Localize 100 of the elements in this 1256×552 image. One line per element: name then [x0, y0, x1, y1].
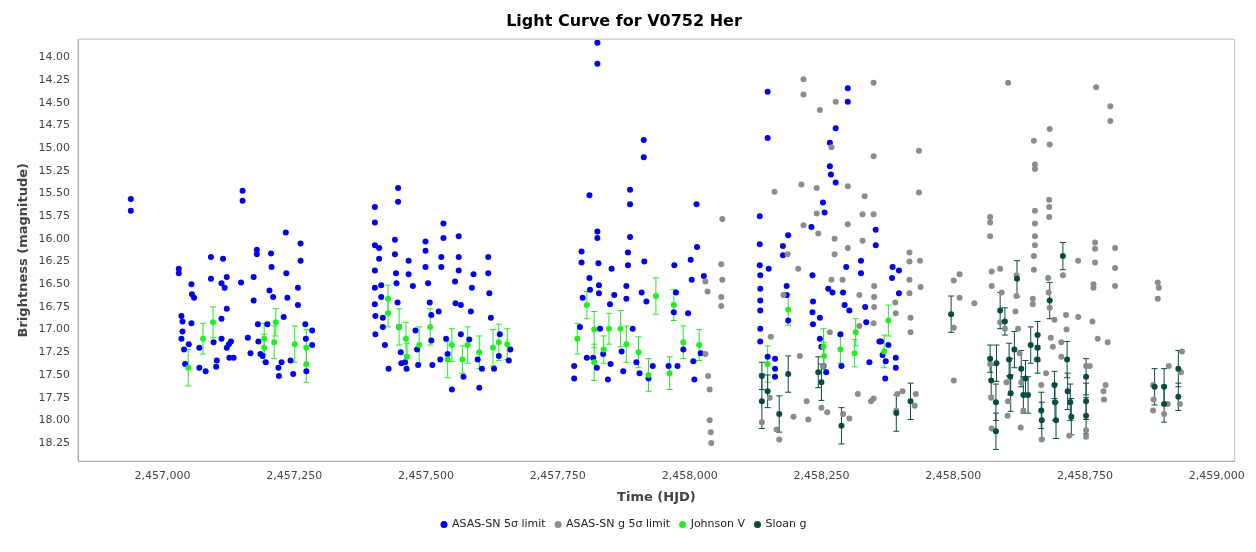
point: [448, 342, 455, 349]
point: [776, 411, 783, 418]
point: [1064, 356, 1071, 363]
point: [1175, 365, 1182, 372]
y-tick-label: 17.75: [38, 390, 71, 404]
point: [583, 302, 590, 309]
point: [495, 339, 502, 346]
point: [489, 344, 496, 351]
point: [600, 346, 607, 353]
y-tick-label: 15.00: [38, 140, 71, 154]
legend-label: ASAS-SN 5σ limit: [452, 517, 547, 531]
point: [1083, 373, 1090, 380]
point: [1025, 391, 1032, 398]
point: [1034, 332, 1041, 339]
y-tick-label: 16.25: [38, 254, 71, 268]
point: [1018, 365, 1025, 372]
x-tick-label: 2,459,000: [1188, 468, 1245, 482]
point: [464, 342, 471, 349]
point: [993, 360, 1000, 367]
point: [758, 372, 765, 379]
legend-label: Johnson V: [689, 517, 746, 531]
point: [992, 399, 999, 406]
point: [272, 319, 279, 326]
x-tick-label: 2,458,250: [793, 468, 850, 482]
legend-label: ASAS-SN g 5σ limit: [566, 517, 671, 531]
point: [1083, 398, 1090, 405]
x-axis-title: Time (HJD): [617, 488, 696, 504]
point: [696, 342, 703, 349]
point: [1007, 390, 1014, 397]
point: [785, 306, 792, 313]
point: [992, 428, 999, 435]
point: [785, 371, 792, 378]
y-tick-label: 14.75: [38, 118, 71, 132]
point: [261, 335, 268, 342]
point: [666, 370, 673, 377]
point: [605, 325, 612, 332]
point: [271, 339, 278, 346]
point: [303, 361, 310, 368]
point: [1059, 253, 1066, 260]
y-tick-label: 17.25: [38, 345, 71, 359]
point: [1051, 381, 1058, 388]
y-tick-label: 14.50: [38, 95, 71, 109]
point: [261, 344, 268, 351]
point: [635, 349, 642, 356]
point: [1034, 344, 1041, 351]
point: [591, 359, 598, 366]
point: [948, 311, 955, 318]
point: [303, 344, 310, 351]
point: [1161, 383, 1168, 390]
point: [444, 356, 451, 363]
point: [200, 335, 207, 342]
point: [416, 342, 423, 349]
point: [670, 302, 677, 309]
point: [652, 293, 659, 300]
x-tick-label: 2,458,000: [661, 468, 718, 482]
point: [815, 369, 822, 376]
point: [821, 352, 828, 359]
point: [881, 348, 888, 355]
y-tick-label: 14.00: [38, 50, 71, 64]
point: [988, 377, 995, 384]
point: [1007, 373, 1014, 380]
x-tick-label: 2,457,000: [134, 468, 191, 482]
x-tick-label: 2,457,750: [529, 468, 586, 482]
point: [385, 295, 392, 302]
point: [837, 346, 844, 353]
y-tick-label: 15.50: [38, 186, 71, 200]
point: [574, 335, 581, 342]
point: [459, 356, 466, 363]
point: [852, 329, 859, 336]
x-tick-label: 2,458,750: [1057, 468, 1114, 482]
point: [1068, 413, 1075, 420]
point: [645, 371, 652, 378]
y-tick-label: 18.25: [38, 435, 71, 449]
point: [1083, 412, 1090, 419]
point: [1064, 388, 1071, 395]
legend-label: Sloan g: [765, 517, 807, 531]
x-tick-label: 2,458,500: [925, 468, 982, 482]
x-tick-label: 2,457,250: [266, 468, 323, 482]
chart-title: Light Curve for V0752 Her: [506, 10, 742, 30]
point: [680, 339, 687, 346]
point: [404, 353, 411, 360]
point: [427, 323, 434, 330]
y-tick-label: 18.00: [38, 413, 71, 427]
point: [385, 310, 392, 317]
point: [591, 326, 598, 333]
point: [1053, 417, 1060, 424]
point: [764, 361, 771, 368]
point: [617, 325, 624, 332]
y-tick-label: 14.25: [38, 72, 71, 86]
point: [1175, 393, 1182, 400]
point: [885, 317, 892, 324]
point: [758, 398, 765, 405]
y-tick-label: 17.00: [38, 322, 71, 336]
point: [291, 341, 298, 348]
point: [403, 335, 409, 342]
point: [851, 350, 858, 357]
point: [987, 355, 994, 362]
point: [764, 388, 771, 395]
point: [1046, 297, 1053, 304]
point: [1038, 407, 1045, 414]
